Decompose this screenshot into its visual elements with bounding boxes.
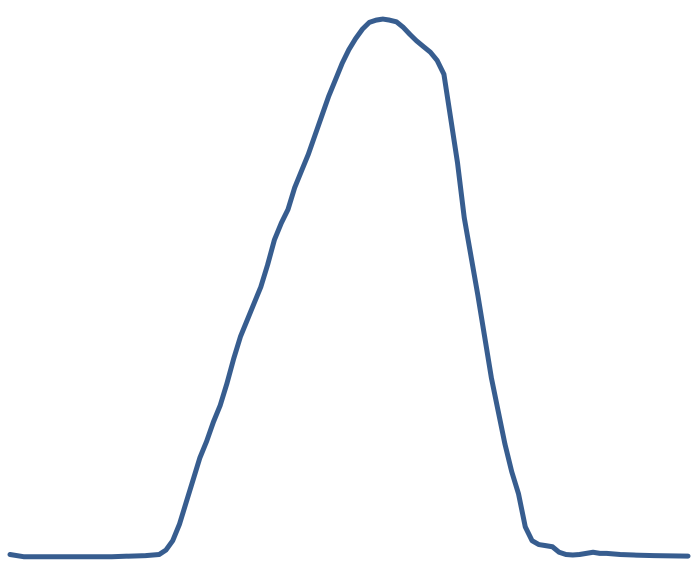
series-line-0	[7, 16, 691, 560]
series-layer	[7, 16, 691, 560]
